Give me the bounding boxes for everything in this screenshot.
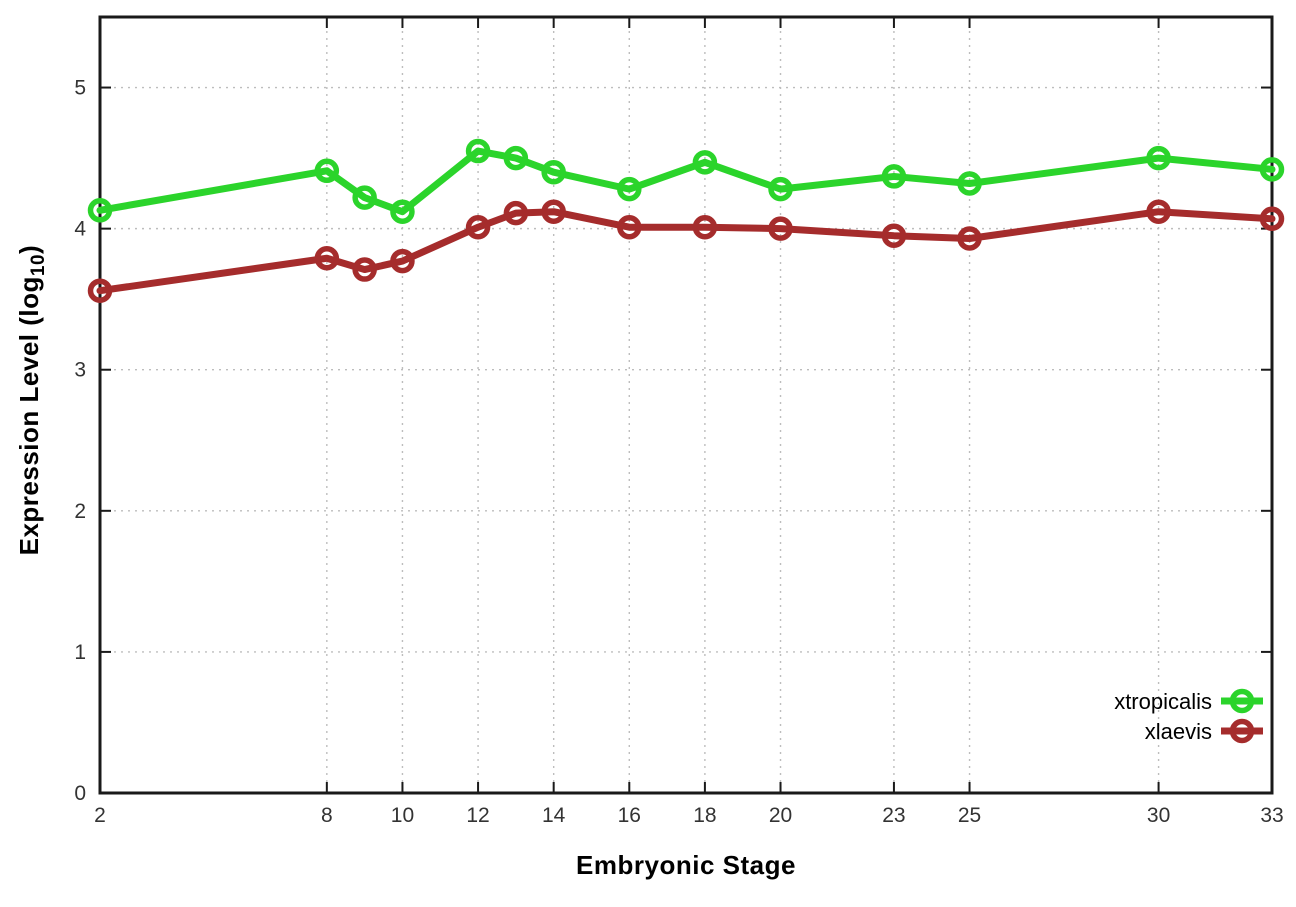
x-tick-label: 8 bbox=[321, 804, 333, 827]
data-point-xtropicalis bbox=[503, 145, 529, 171]
data-point-xtropicalis bbox=[352, 185, 377, 210]
data-point-xtropicalis bbox=[1259, 157, 1285, 182]
data-point-xlaevis bbox=[881, 223, 907, 248]
data-point-xlaevis bbox=[1146, 199, 1171, 224]
x-tick-label: 14 bbox=[542, 804, 566, 827]
data-point-xlaevis bbox=[87, 278, 113, 303]
x-axis-title: Embryonic Stage bbox=[576, 850, 796, 880]
y-axis-title: Expression Level (log10) bbox=[14, 120, 50, 680]
data-point-xtropicalis bbox=[1146, 145, 1171, 171]
data-point-xtropicalis bbox=[87, 198, 113, 223]
x-tick-label: 10 bbox=[391, 804, 414, 827]
x-tick-label: 30 bbox=[1147, 804, 1170, 827]
data-point-xlaevis bbox=[352, 257, 377, 282]
plot-frame bbox=[98, 15, 1274, 795]
x-tick-label: 18 bbox=[693, 804, 716, 827]
y-tick-label: 5 bbox=[74, 77, 86, 100]
series-line-xlaevis bbox=[96, 208, 1276, 295]
x-tick-label: 12 bbox=[466, 804, 489, 827]
legend-label-xlaevis: xlaevis bbox=[1145, 719, 1212, 744]
y-tick-label: 3 bbox=[74, 359, 86, 382]
data-point-xtropicalis bbox=[617, 176, 642, 202]
x-tick-label: 33 bbox=[1260, 804, 1283, 827]
x-tick-label: 23 bbox=[882, 804, 905, 827]
data-point-xlaevis bbox=[390, 248, 415, 274]
y-tick-label: 0 bbox=[74, 782, 86, 805]
legend-marker-icon-xlaevis bbox=[1229, 718, 1255, 744]
y-tick-label: 4 bbox=[74, 218, 86, 241]
x-tick-label: 20 bbox=[769, 804, 792, 827]
y-axis-title-text: Expression Level (log10) bbox=[13, 244, 50, 556]
legend-marker-icon-xtropicalis bbox=[1229, 688, 1255, 714]
data-point-xtropicalis bbox=[314, 158, 340, 184]
data-point-xtropicalis bbox=[768, 176, 793, 202]
y-tick-label: 1 bbox=[74, 641, 86, 664]
x-tick-label: 25 bbox=[958, 804, 981, 827]
data-point-xtropicalis bbox=[541, 159, 566, 185]
data-point-xtropicalis bbox=[390, 199, 415, 224]
legend-label-xtropicalis: xtropicalis bbox=[1114, 689, 1212, 714]
data-point-xtropicalis bbox=[465, 138, 491, 164]
y-tick-label: 2 bbox=[74, 500, 86, 523]
data-point-xlaevis bbox=[957, 226, 982, 251]
x-tick-label: 2 bbox=[94, 804, 106, 827]
x-tick-label: 16 bbox=[618, 804, 641, 827]
data-point-xlaevis bbox=[314, 246, 340, 271]
data-point-xlaevis bbox=[1259, 206, 1285, 232]
data-point-xlaevis bbox=[465, 214, 491, 240]
data-point-xtropicalis bbox=[957, 171, 982, 196]
data-point-xlaevis bbox=[503, 200, 529, 226]
data-point-xlaevis bbox=[768, 216, 793, 241]
data-point-xtropicalis bbox=[881, 164, 907, 189]
series-line-xtropicalis bbox=[96, 147, 1276, 216]
data-point-xlaevis bbox=[541, 199, 566, 224]
y-axis-title-subscript: 10 bbox=[28, 253, 50, 277]
data-point-xtropicalis bbox=[692, 150, 718, 175]
data-point-xlaevis bbox=[617, 214, 642, 240]
data-point-xlaevis bbox=[692, 214, 718, 240]
